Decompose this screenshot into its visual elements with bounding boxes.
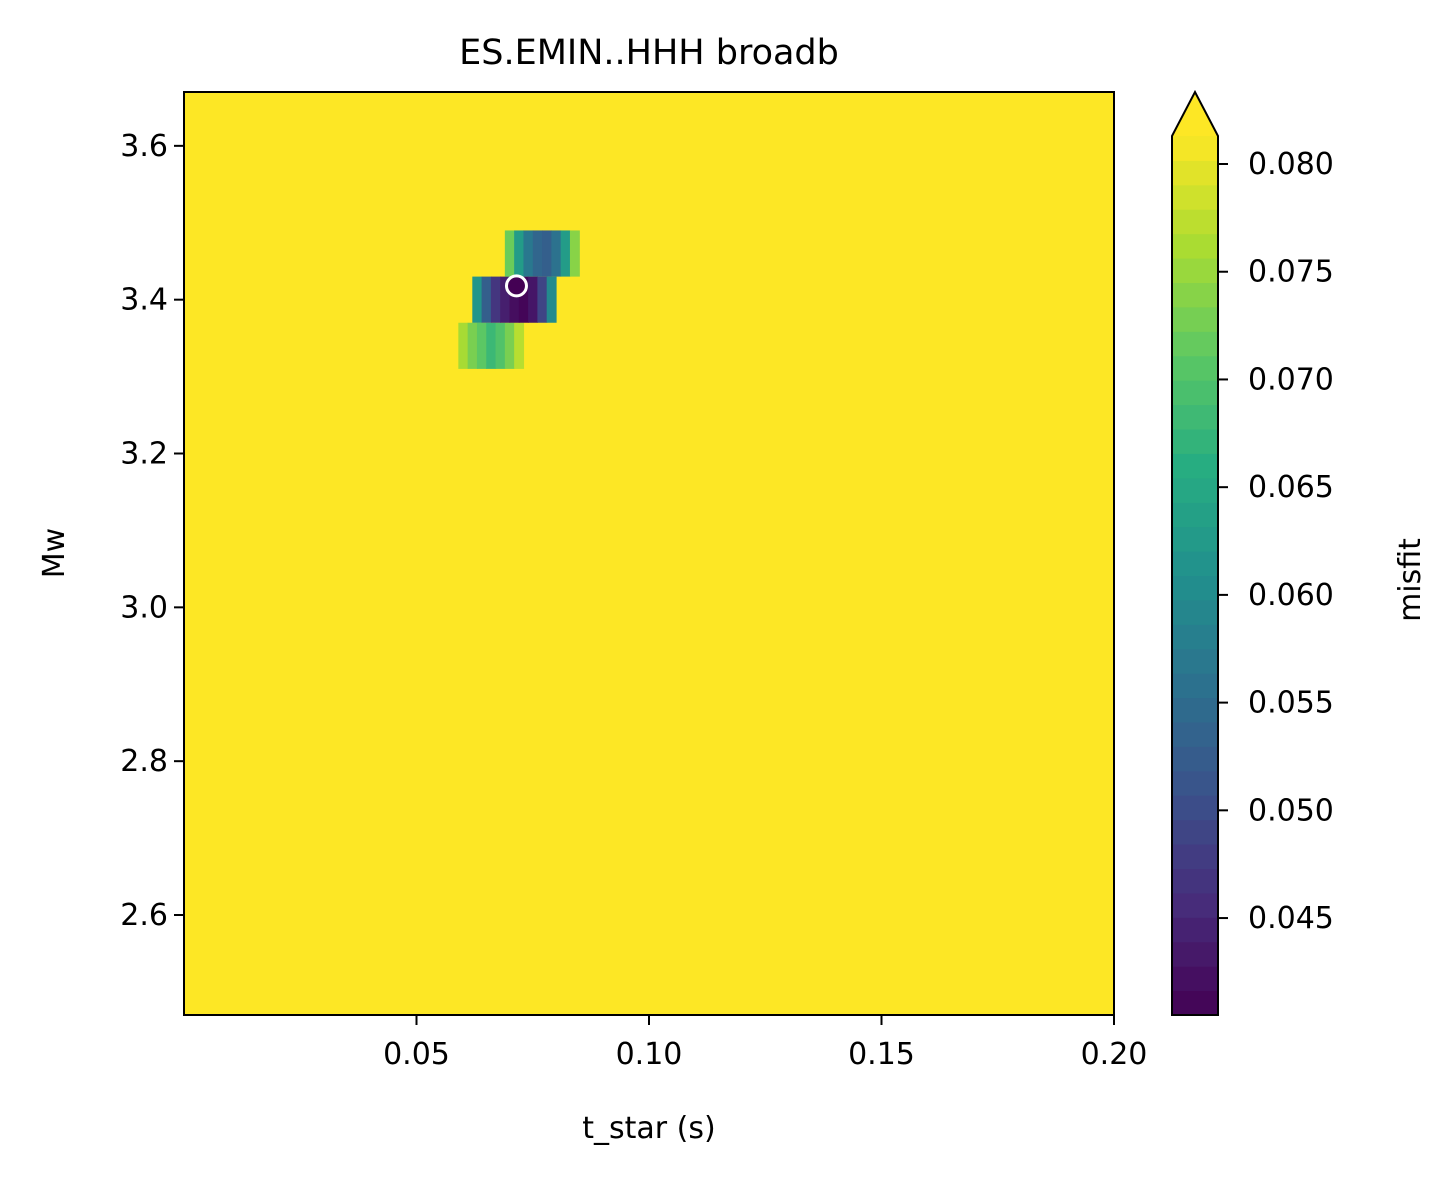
colorbar-segment: [1172, 209, 1218, 235]
x-tick-label: 0.05: [383, 1037, 450, 1072]
y-tick-label: 2.8: [120, 744, 168, 779]
y-tick-label: 3.4: [120, 283, 168, 318]
colorbar-frame: [1171, 89, 1219, 1016]
heatmap-cell: [537, 276, 548, 323]
heatmap-cell: [504, 322, 515, 369]
heatmap-cell: [528, 276, 538, 323]
colorbar-segment: [1172, 502, 1218, 528]
y-tick-label: 3.2: [120, 437, 168, 472]
colorbar-segment: [1172, 429, 1218, 454]
x-tick-label: 0.15: [848, 1037, 915, 1072]
colorbar-segment: [1172, 722, 1218, 747]
heatmap-cell: [472, 276, 483, 323]
colorbar-segment: [1172, 258, 1218, 283]
heatmap-cell: [476, 322, 487, 369]
x-axis-label: t_star (s): [582, 1111, 715, 1146]
colorbar-tick-label: 0.060: [1248, 578, 1334, 613]
misfit-cells: [458, 230, 580, 369]
plot-background: [184, 92, 1114, 1015]
colorbar-segment: [1172, 184, 1218, 210]
colorbar-segment: [1172, 990, 1218, 1016]
colorbar: 0.045 0.050 0.055 0.060 0.065 0.070 0.075 0.080: [1171, 89, 1334, 1016]
colorbar-segment: [1172, 453, 1218, 479]
colorbar-segment: [1172, 355, 1218, 381]
heatmap-cell: [542, 230, 552, 277]
y-axis: 2.6 2.8 3.0 3.2 3.4 3.6: [120, 129, 184, 933]
heatmap-cell: [486, 322, 497, 369]
heatmap-cell: [490, 276, 501, 323]
colorbar-segment: [1172, 282, 1218, 308]
heatmap-cell: [546, 276, 557, 323]
colorbar-tick-label: 0.050: [1248, 793, 1334, 828]
colorbar-segment: [1172, 624, 1218, 650]
plot-area: [183, 91, 1115, 1016]
colorbar-segment: [1172, 575, 1218, 601]
y-axis-label: Mw: [37, 528, 72, 578]
colorbar-segment: [1172, 770, 1218, 796]
heatmap-cell: [518, 276, 529, 323]
y-tick-label: 3.6: [120, 129, 168, 164]
colorbar-extend-arrow: [1172, 92, 1218, 136]
x-tick-label: 0.20: [1081, 1037, 1148, 1072]
colorbar-segment: [1172, 844, 1218, 869]
colorbar-tick-label: 0.080: [1248, 147, 1334, 182]
colorbar-segment: [1172, 966, 1218, 992]
heatmap-cell: [481, 276, 492, 323]
heatmap-cell: [569, 230, 580, 277]
colorbar-segment: [1172, 941, 1218, 967]
colorbar-segment: [1172, 892, 1218, 918]
colorbar-segment: [1172, 673, 1218, 699]
heatmap-cell: [504, 230, 515, 277]
heatmap-cell: [514, 322, 525, 369]
colorbar-segment: [1172, 819, 1218, 845]
x-axis: 0.05 0.10 0.15 0.20: [383, 1015, 1147, 1072]
colorbar-segment: [1172, 477, 1218, 503]
heatmap-cell: [509, 276, 520, 323]
colorbar-tick-label: 0.070: [1248, 362, 1334, 397]
colorbar-segment: [1172, 331, 1218, 357]
colorbar-segment: [1172, 746, 1218, 772]
heatmap-cell: [458, 322, 469, 369]
colorbar-segment: [1172, 917, 1218, 943]
colorbar-segment: [1172, 551, 1218, 576]
colorbar-segment: [1172, 233, 1218, 259]
heatmap-cell: [514, 230, 525, 277]
y-tick-label: 3.0: [120, 590, 168, 625]
colorbar-segment: [1172, 136, 1218, 161]
best-fit-point: [504, 274, 528, 298]
colorbar-segment: [1172, 306, 1218, 332]
colorbar-segment: [1172, 599, 1218, 625]
colorbar-segment: [1172, 380, 1218, 406]
colorbar-segment: [1172, 697, 1218, 723]
colorbar-tick-label: 0.075: [1248, 255, 1334, 290]
colorbar-segment: [1172, 526, 1218, 552]
colorbar-tick-label: 0.055: [1248, 686, 1334, 721]
chart-title: ES.EMIN..HHH broadb: [459, 33, 839, 73]
heatmap-cell: [551, 230, 562, 277]
heatmap-cell: [523, 230, 534, 277]
colorbar-label: misfit: [1393, 538, 1428, 622]
heatmap-cell: [495, 322, 506, 369]
colorbar-segment: [1172, 868, 1218, 894]
colorbar-tick-label: 0.045: [1248, 901, 1334, 936]
heatmap-cell: [500, 276, 511, 323]
colorbar-segment: [1172, 404, 1218, 430]
x-tick-label: 0.10: [616, 1037, 683, 1072]
best-fit-marker: [504, 274, 528, 298]
heatmap-cell: [560, 230, 571, 277]
colorbar-segment: [1172, 160, 1218, 186]
colorbar-segment: [1172, 648, 1218, 674]
y-tick-label: 2.6: [120, 898, 168, 933]
colorbar-segment: [1172, 795, 1218, 821]
colorbar-tick-label: 0.065: [1248, 470, 1334, 505]
heatmap-cell: [467, 322, 478, 369]
heatmap-cell: [532, 230, 543, 277]
